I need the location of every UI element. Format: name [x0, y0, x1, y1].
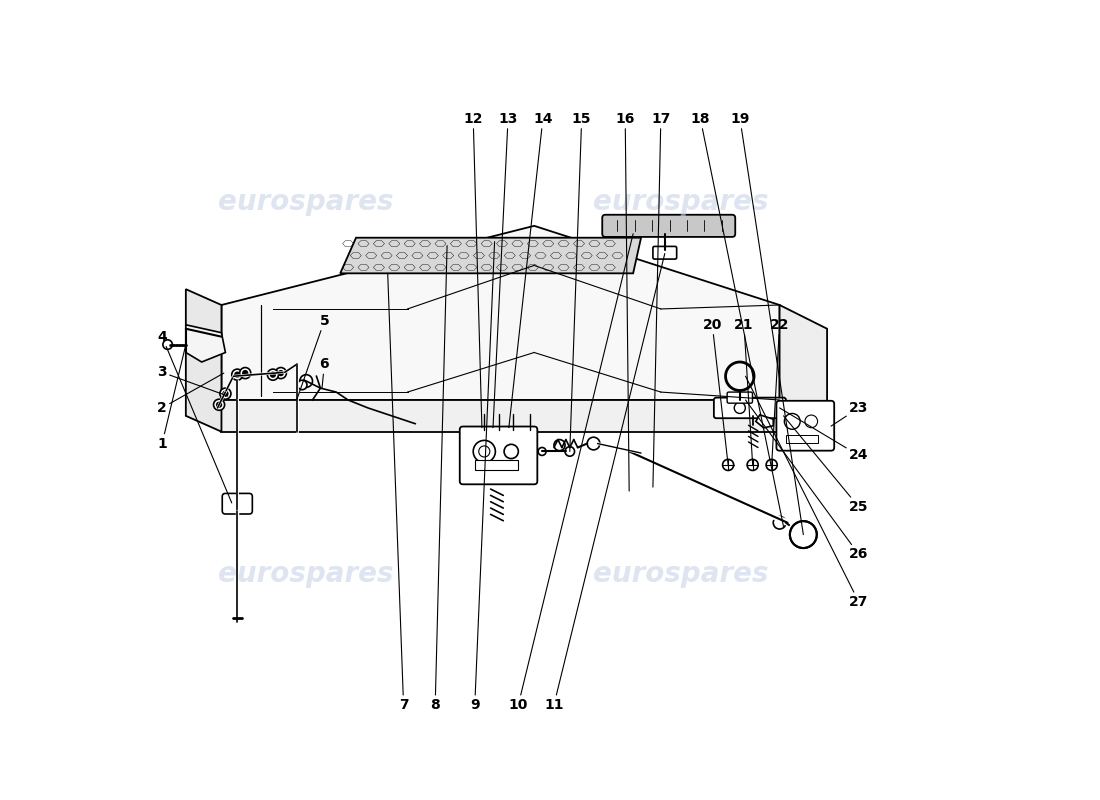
- Circle shape: [163, 340, 173, 350]
- Polygon shape: [186, 289, 221, 432]
- Text: 11: 11: [544, 254, 664, 712]
- Polygon shape: [780, 305, 827, 424]
- FancyBboxPatch shape: [222, 494, 252, 514]
- Bar: [475, 460, 518, 470]
- Circle shape: [232, 369, 243, 380]
- Circle shape: [747, 459, 758, 470]
- Circle shape: [538, 447, 546, 455]
- Text: 3: 3: [157, 366, 228, 396]
- Text: 2: 2: [157, 373, 223, 415]
- Text: 16: 16: [616, 112, 635, 491]
- Circle shape: [242, 370, 249, 376]
- Text: 24: 24: [780, 408, 869, 462]
- Text: 12: 12: [463, 112, 483, 428]
- Text: 6: 6: [320, 358, 329, 388]
- Circle shape: [773, 516, 785, 529]
- Text: eurospares: eurospares: [593, 188, 769, 216]
- Text: 15: 15: [570, 112, 592, 451]
- Polygon shape: [221, 226, 780, 400]
- Text: eurospares: eurospares: [219, 560, 394, 588]
- Text: 14: 14: [509, 112, 552, 428]
- Circle shape: [222, 390, 229, 397]
- Text: 9: 9: [470, 242, 495, 712]
- Circle shape: [267, 369, 278, 380]
- Circle shape: [565, 446, 574, 456]
- Text: 21: 21: [734, 318, 754, 465]
- FancyBboxPatch shape: [777, 401, 834, 450]
- Circle shape: [297, 380, 307, 390]
- Polygon shape: [221, 400, 780, 432]
- Circle shape: [790, 521, 817, 548]
- Text: 1: 1: [157, 345, 186, 450]
- FancyBboxPatch shape: [602, 214, 735, 237]
- Polygon shape: [186, 325, 225, 362]
- Circle shape: [723, 459, 734, 470]
- Text: 26: 26: [746, 400, 868, 562]
- Text: 8: 8: [430, 246, 447, 712]
- Text: 7: 7: [387, 274, 408, 712]
- Circle shape: [220, 388, 231, 399]
- Text: 19: 19: [730, 112, 803, 534]
- Text: 22: 22: [770, 318, 790, 465]
- Circle shape: [275, 367, 286, 378]
- Circle shape: [300, 374, 312, 387]
- Circle shape: [270, 371, 276, 378]
- FancyBboxPatch shape: [714, 398, 785, 418]
- Text: 23: 23: [830, 401, 868, 426]
- Circle shape: [240, 367, 251, 378]
- Text: 4: 4: [157, 330, 232, 503]
- Text: 10: 10: [508, 234, 634, 712]
- Text: 20: 20: [703, 318, 728, 465]
- Text: 17: 17: [651, 112, 671, 487]
- Text: 13: 13: [493, 112, 518, 428]
- FancyBboxPatch shape: [727, 392, 752, 403]
- Circle shape: [216, 402, 222, 408]
- Circle shape: [587, 438, 600, 450]
- Text: 5: 5: [297, 314, 329, 400]
- FancyBboxPatch shape: [653, 246, 676, 259]
- Text: 25: 25: [783, 416, 869, 514]
- Circle shape: [766, 459, 778, 470]
- Polygon shape: [340, 238, 641, 274]
- Circle shape: [554, 439, 565, 450]
- Text: 18: 18: [691, 112, 783, 526]
- Bar: [785, 435, 817, 442]
- Polygon shape: [756, 415, 773, 428]
- FancyBboxPatch shape: [460, 426, 537, 484]
- Text: 27: 27: [746, 376, 868, 609]
- Circle shape: [234, 371, 241, 378]
- Circle shape: [213, 399, 224, 410]
- Circle shape: [277, 370, 284, 376]
- Text: eurospares: eurospares: [219, 188, 394, 216]
- Text: eurospares: eurospares: [593, 560, 769, 588]
